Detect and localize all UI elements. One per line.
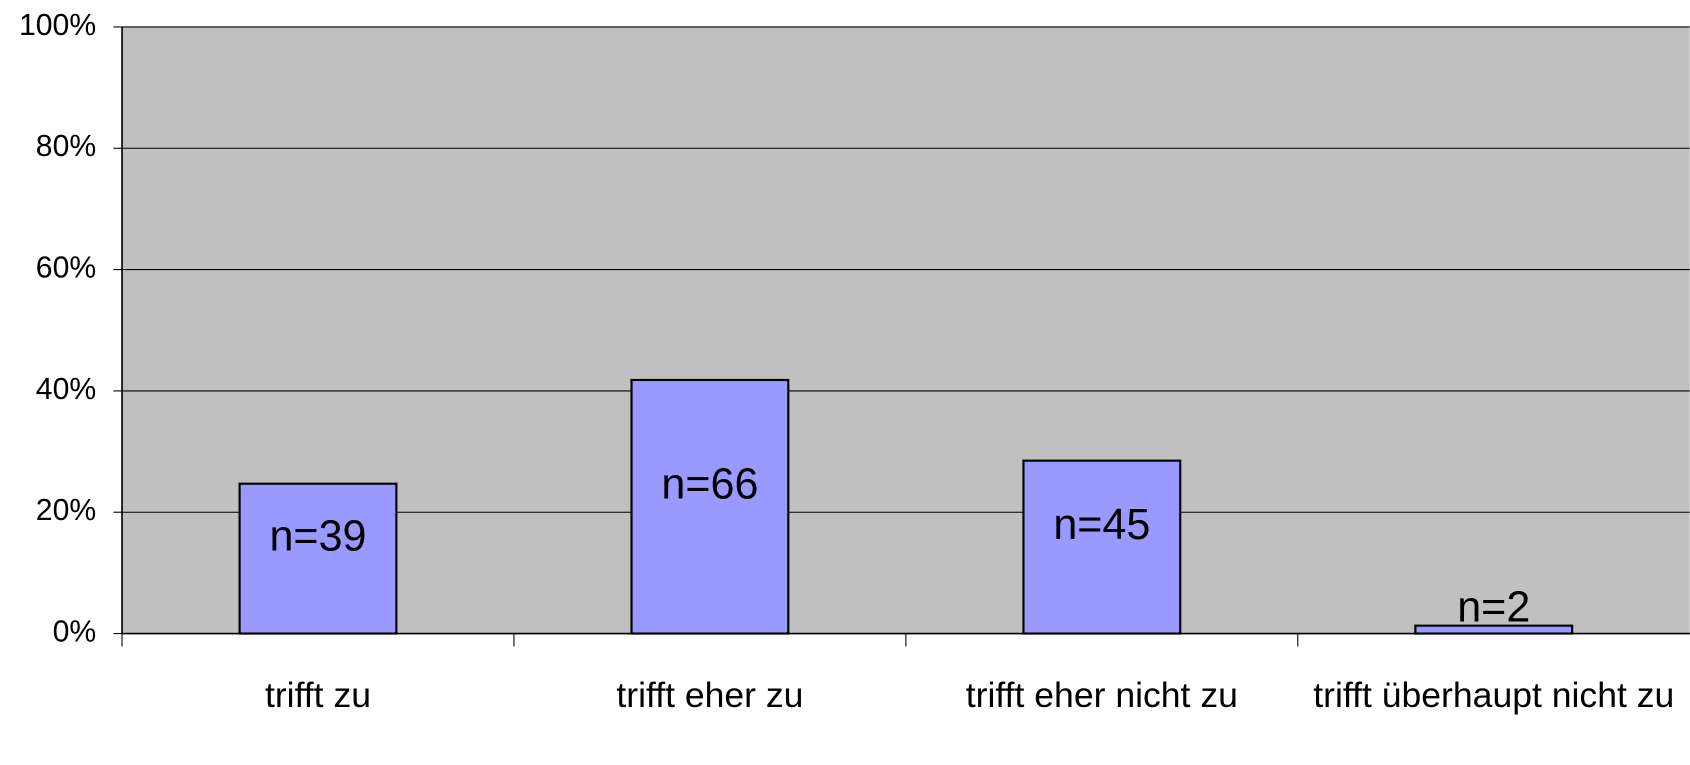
- data-label: n=66: [661, 461, 758, 509]
- x-tick-label-box: trifft eher nicht zu: [965, 674, 1238, 715]
- bar: [238, 482, 398, 635]
- x-tick-label: trifft zu: [264, 674, 371, 715]
- y-tick-label: 0%: [53, 616, 97, 649]
- bar: [1414, 624, 1574, 635]
- data-label: n=2: [1457, 584, 1530, 632]
- y-tick-label: 20%: [36, 494, 96, 527]
- data-label: n=45: [1053, 501, 1150, 549]
- x-tick-label: trifft überhaupt nicht zu: [1313, 674, 1675, 715]
- data-label: n=39: [269, 513, 366, 561]
- bar: [630, 378, 790, 635]
- x-tick-label-box: trifft zu: [264, 674, 371, 715]
- y-tick-label: 80%: [36, 130, 96, 163]
- x-tick-label-box: trifft überhaupt nicht zu: [1313, 674, 1675, 715]
- y-tick-label: 40%: [36, 373, 96, 406]
- bar: [1022, 459, 1182, 635]
- x-tick-label-box: trifft eher zu: [616, 674, 804, 715]
- y-tick-label: 100%: [19, 9, 96, 42]
- x-tick-label: trifft eher zu: [616, 674, 804, 715]
- y-tick-label: 60%: [36, 252, 96, 285]
- x-tick-label: trifft eher nicht zu: [965, 674, 1238, 715]
